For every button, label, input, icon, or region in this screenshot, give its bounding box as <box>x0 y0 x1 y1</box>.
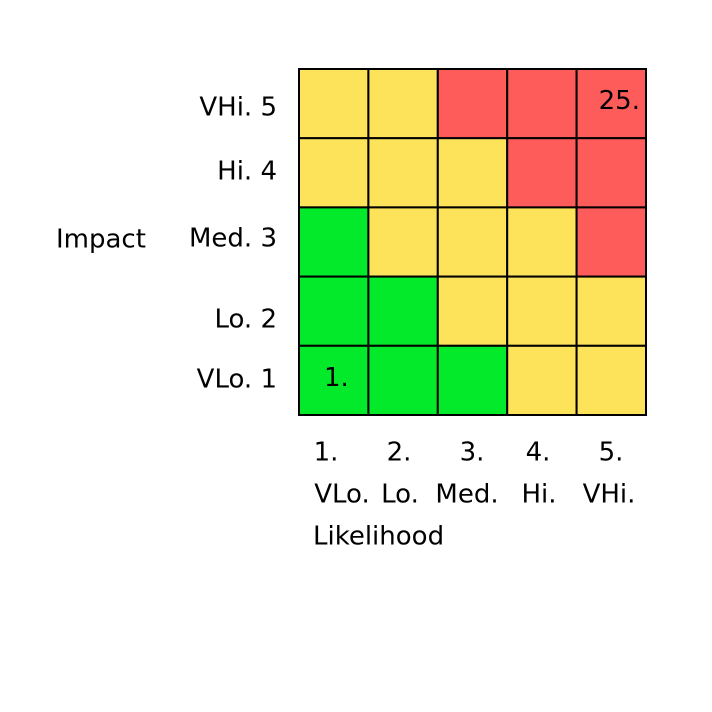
column-name: VHi. <box>583 480 636 510</box>
column-number: 2. <box>387 438 412 468</box>
row-label: VHi. 5 <box>199 93 277 123</box>
column-number: 5. <box>599 438 624 468</box>
matrix-cell <box>436 137 509 209</box>
matrix-cell <box>436 206 509 278</box>
matrix-cell <box>436 344 509 416</box>
matrix-cell <box>298 206 370 278</box>
cell-label: 25. <box>599 86 640 116</box>
matrix-cell <box>575 206 647 278</box>
column-name: Lo. <box>381 480 419 510</box>
column-name: Med. <box>435 480 498 510</box>
column-number: 3. <box>460 438 485 468</box>
matrix-cell <box>367 68 439 140</box>
column-number: 4. <box>526 438 551 468</box>
matrix-cell <box>575 137 647 209</box>
matrix-cell <box>298 275 370 347</box>
matrix-cell <box>436 68 509 140</box>
matrix-cell <box>506 206 578 278</box>
matrix-cell <box>367 206 439 278</box>
matrix-cell <box>575 275 647 347</box>
y-axis-title: Impact <box>56 225 146 255</box>
column-number: 1. <box>314 438 339 468</box>
matrix-cell <box>367 344 439 416</box>
cell-label: 1. <box>324 363 349 393</box>
column-name: VLo. <box>314 480 370 510</box>
matrix-cell <box>298 137 370 209</box>
row-label: Med. 3 <box>189 224 277 254</box>
matrix-cell <box>298 344 370 416</box>
matrix-cell <box>575 344 647 416</box>
matrix-cell <box>506 344 578 416</box>
x-axis-title: Likelihood <box>313 522 444 552</box>
matrix-cell <box>575 68 647 140</box>
matrix-cell <box>367 275 439 347</box>
matrix-cell <box>298 68 370 140</box>
matrix-cell <box>506 68 578 140</box>
matrix-cell <box>367 137 439 209</box>
row-label: Hi. 4 <box>217 157 277 187</box>
row-label: Lo. 2 <box>214 305 277 335</box>
matrix-cell <box>436 275 509 347</box>
matrix-cell <box>506 275 578 347</box>
matrix-cell <box>506 137 578 209</box>
column-name: Hi. <box>521 480 556 510</box>
row-label: VLo. 1 <box>197 365 277 395</box>
